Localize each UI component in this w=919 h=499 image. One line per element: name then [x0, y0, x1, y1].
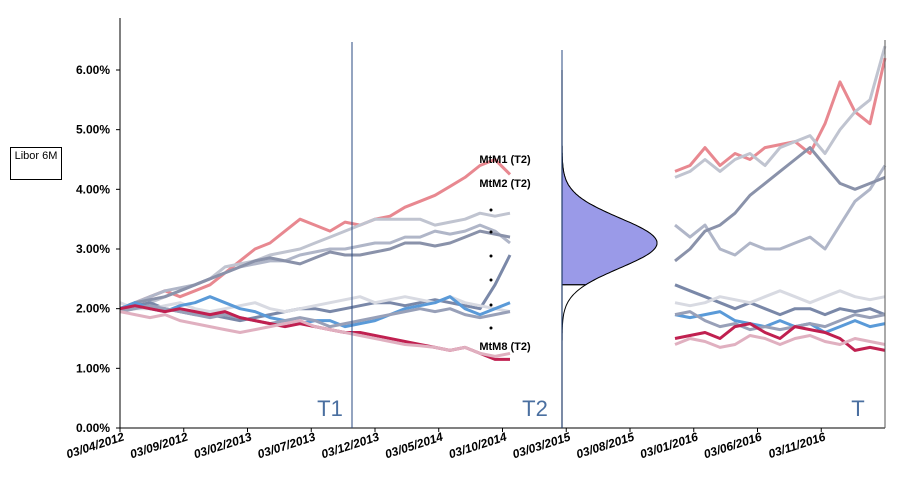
y-tick-label: 0.00%: [76, 421, 110, 435]
distribution-shaded-area: [561, 70, 658, 286]
ellipsis-dot: [489, 326, 493, 330]
y-tick-label: 5.00%: [76, 123, 110, 137]
y-tick-label: 1.00%: [76, 361, 110, 375]
mtm-annotation: MtM2 (T2): [479, 178, 531, 190]
x-tick-label: 03/11/2016: [767, 429, 828, 461]
x-tick-label: 03/01/2016: [638, 429, 700, 461]
y-tick-label: 6.00%: [76, 63, 110, 77]
period-label: T: [851, 396, 864, 421]
y-tick-label: 3.00%: [76, 242, 110, 256]
period-label: T2: [522, 396, 548, 421]
period-label: T1: [317, 396, 343, 421]
ellipsis-dot: [489, 254, 493, 258]
x-tick-label: 03/06/2016: [702, 429, 764, 461]
series-line: [119, 164, 887, 311]
mtm-annotation: MtM1 (T2): [479, 154, 531, 166]
series-line: [119, 146, 886, 311]
series-line: [119, 304, 886, 332]
ellipsis-dot: [489, 303, 493, 307]
series-line: [119, 57, 887, 311]
x-tick-label: 03/08/2015: [574, 429, 636, 461]
x-tick-label: 03/05/2014: [383, 429, 445, 461]
series-line: [119, 289, 886, 314]
ellipsis-dot: [489, 208, 493, 212]
y-tick-label: 2.00%: [76, 302, 110, 316]
series-line: [119, 310, 886, 358]
x-tick-label: 03/07/2013: [256, 429, 318, 461]
x-tick-label: 03/10/2014: [447, 429, 509, 461]
x-tick-label: 03/12/2013: [319, 429, 381, 461]
x-tick-label: 03/03/2015: [511, 429, 573, 461]
y-axis-label: Libor 6M: [10, 147, 62, 180]
ellipsis-dot: [489, 278, 493, 282]
x-tick-label: 03/09/2012: [128, 429, 190, 461]
y-axis-label-text: Libor 6M: [14, 150, 58, 162]
mtm-annotation: MtM8 (T2): [479, 341, 531, 353]
ellipsis-dot: [489, 230, 493, 234]
y-tick-label: 4.00%: [76, 182, 110, 196]
x-tick-label: 03/02/2013: [192, 429, 254, 461]
